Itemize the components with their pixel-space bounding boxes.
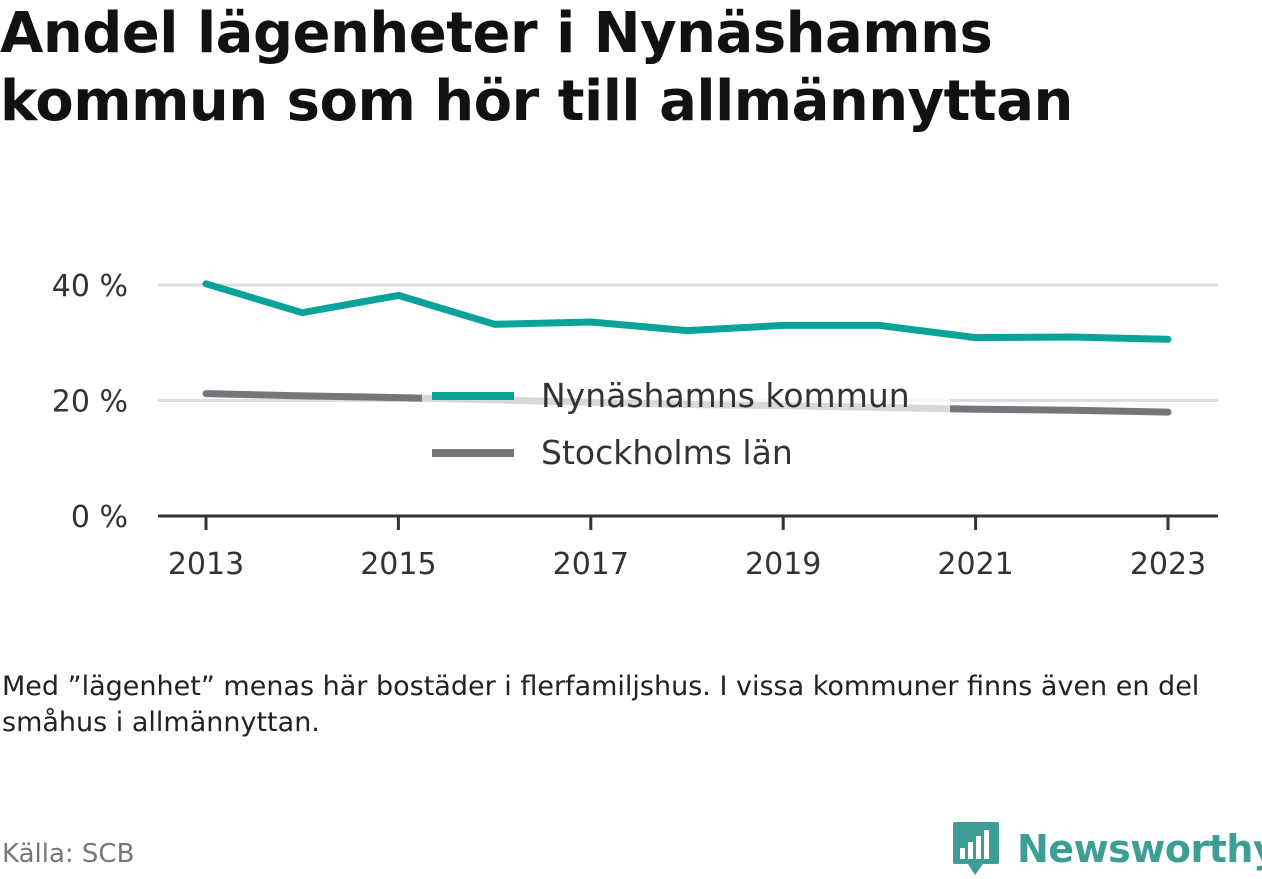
legend-background xyxy=(422,372,950,480)
x-tick-label: 2013 xyxy=(168,547,244,582)
newsworthy-chart-bubble-icon xyxy=(953,822,999,875)
x-tick-label: 2021 xyxy=(937,547,1013,582)
legend-label: Nynäshamns kommun xyxy=(541,376,910,415)
x-axis xyxy=(158,514,1218,530)
y-tick-label: 0 % xyxy=(71,500,128,535)
series-line-nynashamn xyxy=(202,280,1172,343)
x-tick-label: 2017 xyxy=(553,547,629,582)
chart-note: Med ”lägenhet” menas här bostäder i fler… xyxy=(2,671,1200,738)
x-tick-label: 2015 xyxy=(360,547,436,582)
y-axis-tick-labels: 0 % 20 % 40 % xyxy=(52,269,128,535)
brand-name: Newsworthy xyxy=(1017,827,1262,871)
chart-title: Andel lägenheter i Nynäshamns kommun som… xyxy=(0,1,1073,134)
x-axis-tick-labels: 2013 2015 2017 2019 2021 2023 xyxy=(168,547,1206,582)
y-tick-label: 20 % xyxy=(52,385,128,420)
legend-label: Stockholms län xyxy=(541,433,793,472)
source-label: Källa: SCB xyxy=(2,839,135,869)
x-tick-label: 2019 xyxy=(745,547,821,582)
legend: Nynäshamns kommun Stockholms län xyxy=(422,372,950,480)
x-tick-label: 2023 xyxy=(1130,547,1206,582)
y-tick-label: 40 % xyxy=(52,269,128,304)
brand-logo[interactable]: Newsworthy xyxy=(951,820,1262,878)
